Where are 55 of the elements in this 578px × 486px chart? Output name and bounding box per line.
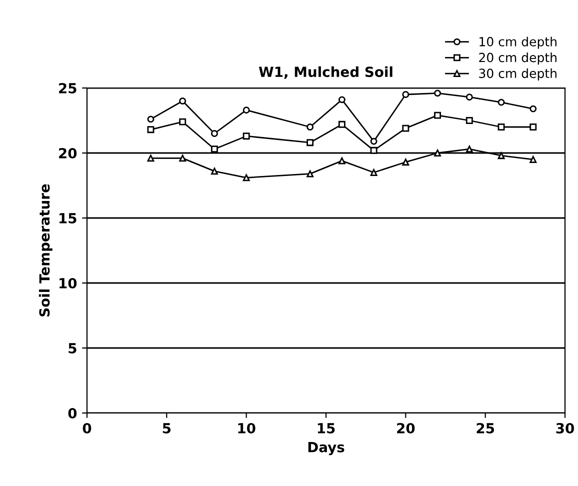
point [402,158,410,166]
point [498,152,505,160]
x-tick-label: 15 [318,423,335,434]
point [242,174,250,182]
point [147,116,154,123]
legend-label: 30 cm depth [479,68,556,80]
point [402,124,410,132]
point [179,118,186,126]
point [338,120,346,128]
point [306,124,314,130]
point [466,117,473,124]
point [338,157,346,164]
point [498,124,505,130]
point [306,170,314,178]
y-tick-label: 0 [68,408,77,418]
x-tick-label: 25 [476,422,494,434]
x-axis-title: Days [308,442,344,456]
point [434,150,442,156]
point [466,94,473,101]
point [147,154,154,162]
chart-title: W1, Mulched Soil [258,66,392,79]
x-tick-label: 5 [162,423,171,434]
point [370,169,378,176]
point [402,91,410,98]
point [338,96,346,104]
point [179,154,186,162]
point [434,112,442,119]
point [306,139,314,146]
point [370,146,378,154]
point [530,156,537,163]
point [530,105,537,112]
point [530,124,537,130]
legend-label: 10 cm depth [480,36,556,49]
point [498,98,505,106]
y-tick-label: 15 [60,213,76,224]
point [466,146,473,153]
point [242,132,250,140]
y-tick-label: 10 [60,278,77,288]
x-tick-label: 0 [82,422,92,434]
point [210,146,218,153]
point [179,98,186,104]
y-axis-title: Soil Temperature [38,184,52,316]
x-tick-label: 20 [397,422,415,434]
y-tick-label: 5 [68,343,76,354]
point [210,168,218,175]
point [210,130,218,137]
point [434,90,442,97]
point [147,126,154,134]
x-tick-label: 10 [238,422,256,434]
x-tick-label: 30 [556,422,574,434]
legend-label: 20 cm depth [479,52,556,65]
y-tick-label: 25 [59,82,76,94]
y-tick-label: 20 [59,148,77,158]
point [242,106,250,114]
point [370,138,378,145]
